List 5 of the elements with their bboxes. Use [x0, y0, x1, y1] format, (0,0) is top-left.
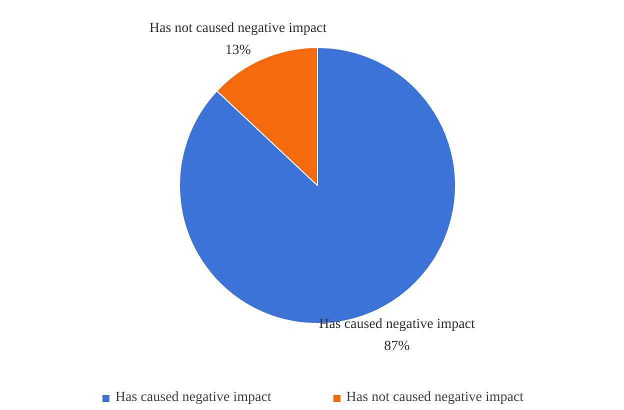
- data-label: 13%: [225, 42, 252, 58]
- slice-label: Has not caused negative impact: [149, 20, 327, 36]
- data-label: 87%: [384, 339, 410, 354]
- legend-label: Has caused negative impact: [115, 390, 272, 406]
- legend-label: Has not caused negative impact: [346, 390, 524, 406]
